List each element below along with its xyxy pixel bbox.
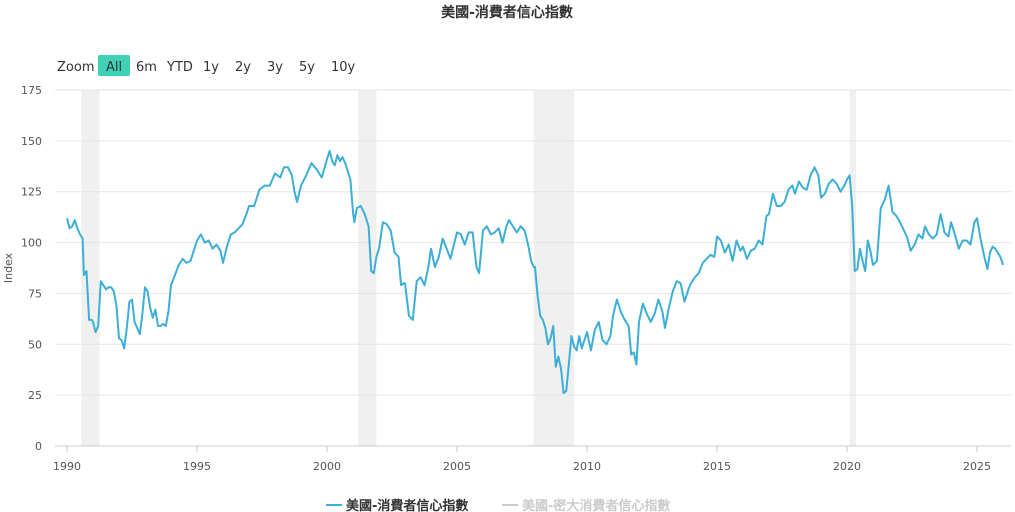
range-button-label[interactable]: 3y: [267, 60, 283, 75]
recession-band: [358, 90, 377, 446]
y-tick-label: 150: [21, 135, 42, 148]
recession-band: [533, 90, 574, 446]
legend-item[interactable]: 美國-消費者信心指數: [346, 498, 468, 512]
series-line: [66, 150, 1004, 395]
zoom-label: Zoom: [57, 60, 94, 75]
x-tick-label: 2015: [703, 460, 731, 473]
legend-item[interactable]: 美國-密大消費者信心指數: [522, 498, 670, 512]
series: [66, 150, 1004, 395]
y-tick-label: 50: [28, 338, 42, 351]
y-axis: Index 0 25 50 75 100 125 150 175: [2, 84, 42, 453]
x-tick-label: 2025: [963, 460, 991, 473]
x-tick-label: 2010: [573, 460, 601, 473]
range-button-label[interactable]: 10y: [331, 60, 356, 75]
x-tick-label: 1990: [53, 460, 81, 473]
y-tick-label: 25: [28, 389, 42, 402]
range-button-label[interactable]: YTD: [166, 60, 193, 75]
x-axis: 1990 1995 2000 2005 2010 2015 2020 2025: [53, 446, 991, 473]
x-tick-label: 2005: [443, 460, 471, 473]
range-button-label[interactable]: 6m: [136, 60, 157, 75]
range-button-label[interactable]: 5y: [299, 60, 315, 75]
grid: [55, 89, 1011, 447]
y-tick-label: 0: [35, 440, 42, 453]
chart-title: 美國-消費者信心指數: [441, 4, 573, 21]
y-axis-title: Index: [2, 252, 15, 283]
range-selector: Zoom All 6m YTD 1y 2y 3y 5y 10y: [57, 55, 356, 76]
range-button-all[interactable]: [98, 55, 130, 76]
recession-band: [81, 90, 100, 446]
recession-bands: [81, 90, 857, 446]
legend: 美國-消費者信心指數 美國-密大消費者信心指數: [326, 498, 670, 512]
range-button-label[interactable]: 2y: [235, 60, 251, 75]
range-button-label[interactable]: 1y: [203, 60, 219, 75]
x-tick-label: 2000: [313, 460, 341, 473]
y-tick-label: 75: [28, 287, 42, 300]
y-tick-label: 125: [21, 186, 42, 199]
x-tick-label: 1995: [183, 460, 211, 473]
recession-band: [849, 90, 857, 446]
y-tick-label: 100: [21, 237, 42, 250]
y-tick-label: 175: [21, 84, 42, 97]
x-tick-label: 2020: [833, 460, 861, 473]
range-button-label[interactable]: All: [106, 60, 122, 75]
